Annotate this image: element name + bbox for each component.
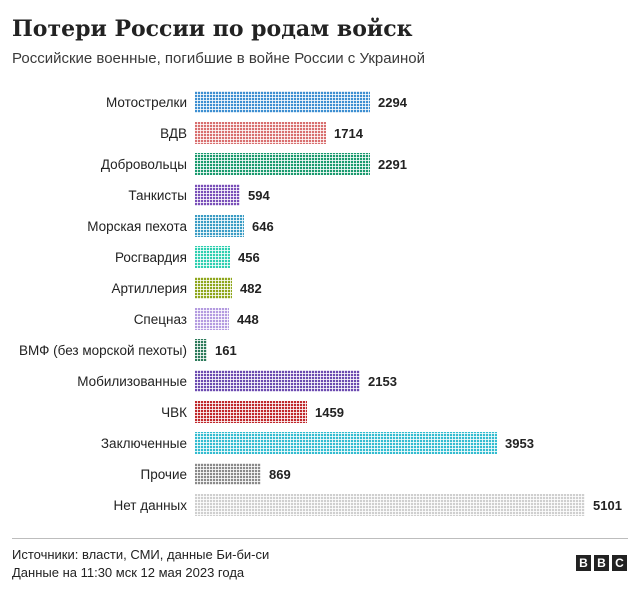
value-label: 482	[240, 281, 262, 296]
category-label: Росгвардия	[115, 250, 187, 265]
footer-divider	[12, 538, 628, 539]
value-label: 594	[248, 188, 270, 203]
value-label: 2294	[378, 95, 408, 110]
bar	[195, 246, 230, 268]
value-label: 5101	[593, 498, 622, 513]
value-label: 869	[269, 467, 291, 482]
value-label: 1714	[334, 126, 364, 141]
footer-date: Данные на 11:30 мск 12 мая 2023 года	[12, 565, 245, 580]
bar	[195, 494, 585, 516]
category-label: Мобилизованные	[77, 374, 187, 389]
value-label: 448	[237, 312, 259, 327]
bar	[195, 122, 326, 144]
category-label: Мотострелки	[106, 95, 187, 110]
footer: Источники: власти, СМИ, данные Би-би-си …	[12, 546, 269, 582]
bar	[195, 215, 244, 237]
category-label: ВДВ	[160, 126, 187, 141]
value-label: 2291	[378, 157, 407, 172]
value-label: 646	[252, 219, 274, 234]
bar	[195, 339, 207, 361]
category-label: Заключенные	[101, 436, 187, 451]
category-label: Прочие	[140, 467, 187, 482]
bbc-logo: B B C	[576, 555, 627, 571]
chart-subtitle: Российские военные, погибшие в войне Рос…	[12, 50, 425, 67]
category-label: ВМФ (без морской пехоты)	[19, 343, 187, 358]
bar	[195, 370, 360, 392]
bar-chart: Мотострелки 2294 ВДВ 1714 Добровольцы 2291 Тан…	[19, 91, 622, 516]
bar	[195, 91, 370, 113]
bar	[195, 184, 240, 206]
bar	[195, 308, 229, 330]
category-label: Нет данных	[114, 498, 188, 513]
category-label: Добровольцы	[101, 157, 187, 172]
bar	[195, 463, 261, 485]
category-label: Морская пехота	[87, 219, 187, 234]
bbc-logo-letter-2: B	[594, 555, 609, 571]
category-label: ЧВК	[161, 405, 187, 420]
value-label: 3953	[505, 436, 534, 451]
value-label: 161	[215, 343, 237, 358]
chart-title: Потери России по родам войск	[12, 16, 413, 42]
bar	[195, 401, 307, 423]
bbc-logo-letter-1: B	[576, 555, 591, 571]
bbc-logo-letter-3: C	[612, 555, 627, 571]
category-label: Спецназ	[134, 312, 187, 327]
bar	[195, 153, 370, 175]
value-label: 2153	[368, 374, 397, 389]
bar	[195, 432, 497, 454]
category-label: Танкисты	[128, 188, 187, 203]
value-label: 1459	[315, 405, 344, 420]
category-label: Артиллерия	[111, 281, 187, 296]
value-label: 456	[238, 250, 260, 265]
bar	[195, 277, 232, 299]
footer-sources: Источники: власти, СМИ, данные Би-би-си	[12, 547, 270, 562]
